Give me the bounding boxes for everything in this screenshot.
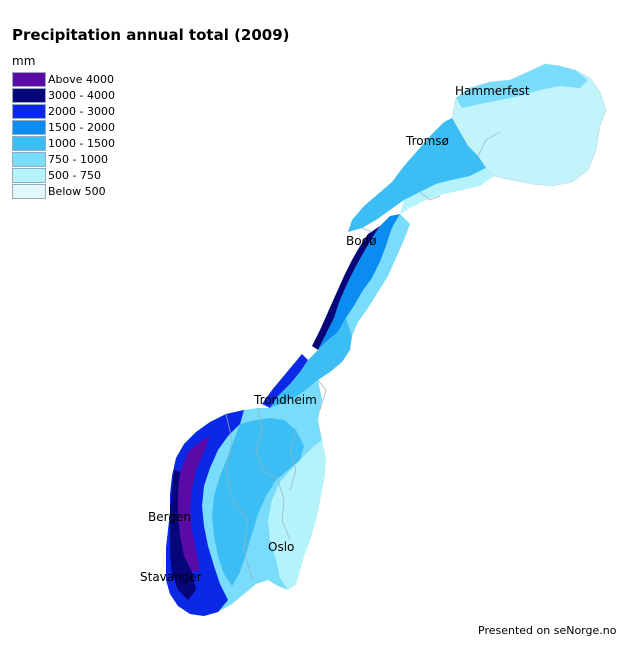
city-label-trondheim: Trondheim	[253, 393, 317, 407]
west-coast-wettest	[178, 436, 210, 572]
city-label-bergen: Bergen	[148, 510, 191, 524]
troms-region	[348, 118, 486, 232]
legend-label: 500 - 750	[48, 168, 101, 182]
legend-label: 2000 - 3000	[48, 105, 115, 119]
legend-swatch	[12, 104, 46, 120]
west-coast-band-2	[170, 470, 196, 600]
map-title: Precipitation annual total (2009)	[12, 26, 290, 44]
legend-swatch	[12, 72, 46, 88]
legend-swatch	[12, 151, 46, 167]
legend-swatch	[12, 167, 46, 183]
nordland-inland	[346, 214, 410, 336]
city-label-oslo: Oslo	[268, 540, 294, 554]
city-label-hammerfest: Hammerfest	[455, 84, 530, 98]
legend-label: Below 500	[48, 184, 106, 198]
county-borders	[225, 131, 501, 581]
legend-item-above-4000: Above 4000	[12, 72, 115, 88]
trondelag-region	[270, 318, 352, 408]
credit-text: Presented on seNorge.no	[478, 624, 617, 637]
legend-label: 3000 - 4000	[48, 89, 115, 103]
trondelag-coast	[262, 354, 308, 408]
legend-swatch	[12, 88, 46, 104]
legend-label: 1500 - 2000	[48, 121, 115, 135]
inland-band	[212, 418, 304, 586]
southeast-region	[268, 440, 326, 590]
finnmark-coast	[456, 64, 588, 108]
city-label-tromso: Tromsø	[405, 134, 449, 148]
legend-item-1500-2000: 1500 - 2000	[12, 120, 115, 136]
city-label-bodo: Bodø	[346, 234, 377, 248]
legend-item-1000-1500: 1000 - 1500	[12, 136, 115, 152]
legend-item-2000-3000: 2000 - 3000	[12, 104, 115, 120]
nordland-region	[318, 214, 400, 350]
legend-swatch	[12, 136, 46, 151]
legend-label: 750 - 1000	[48, 152, 108, 166]
legend-item-3000-4000: 3000 - 4000	[12, 88, 115, 104]
legend-label: Above 4000	[48, 73, 115, 87]
nordland-coast	[312, 226, 380, 350]
legend: mm Above 4000 3000 - 4000 2000 - 3000 15…	[12, 54, 115, 199]
city-label-stavanger: Stavanger	[140, 570, 202, 584]
legend-item-750-1000: 750 - 1000	[12, 151, 115, 167]
legend-item-500-750: 500 - 750	[12, 167, 115, 183]
legend-item-below-500: Below 500	[12, 183, 115, 199]
legend-label: 1000 - 1500	[48, 137, 115, 150]
troms-inland	[400, 168, 494, 214]
legend-swatch	[12, 120, 46, 136]
legend-swatch	[12, 183, 46, 199]
legend-unit: mm	[12, 54, 36, 68]
